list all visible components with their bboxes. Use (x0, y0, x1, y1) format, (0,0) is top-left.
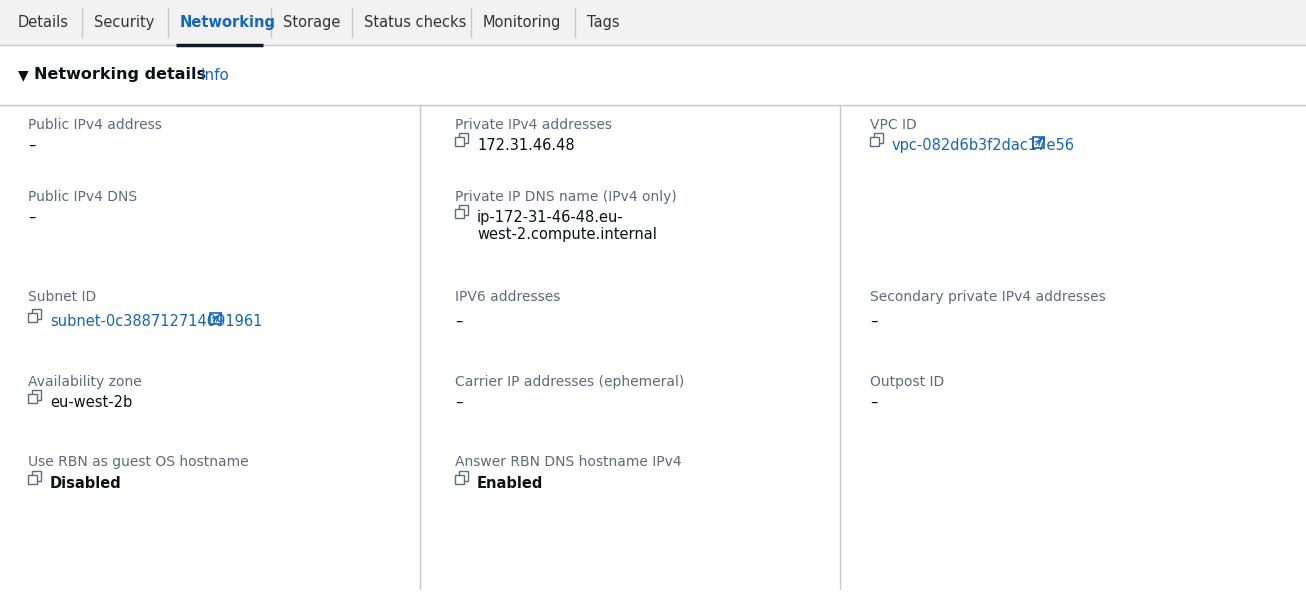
Bar (0, 0, 1306, 45)
Bar (31, 471, 40, 481)
Text: –: – (870, 395, 878, 410)
Text: –: – (27, 210, 35, 225)
Bar (870, 137, 879, 146)
Text: Tags: Tags (586, 15, 619, 30)
Bar (454, 137, 465, 146)
Text: Details: Details (18, 15, 69, 30)
Text: Private IPv4 addresses: Private IPv4 addresses (454, 118, 613, 132)
Text: Security: Security (94, 15, 154, 30)
Text: Enabled: Enabled (477, 476, 543, 491)
Text: Info: Info (200, 68, 229, 83)
Bar (31, 391, 40, 400)
Bar (31, 309, 40, 319)
Bar (458, 134, 468, 143)
Text: IPV6 addresses: IPV6 addresses (454, 290, 560, 304)
Bar (210, 313, 221, 324)
Text: –: – (454, 395, 462, 410)
Text: Secondary private IPv4 addresses: Secondary private IPv4 addresses (870, 290, 1106, 304)
Text: ip-172-31-46-48.eu-
west-2.compute.internal: ip-172-31-46-48.eu- west-2.compute.inter… (477, 210, 657, 243)
Text: Monitoring: Monitoring (483, 15, 562, 30)
Text: Public IPv4 address: Public IPv4 address (27, 118, 162, 132)
Bar (874, 134, 883, 143)
Bar (27, 394, 38, 403)
Text: –: – (27, 138, 35, 153)
Text: Networking: Networking (180, 15, 276, 30)
Text: Carrier IP addresses (ephemeral): Carrier IP addresses (ephemeral) (454, 375, 684, 389)
Bar (1033, 137, 1043, 148)
Bar (454, 475, 465, 485)
Text: Use RBN as guest OS hostname: Use RBN as guest OS hostname (27, 455, 248, 469)
Text: –: – (454, 314, 462, 329)
Text: eu-west-2b: eu-west-2b (50, 395, 132, 410)
Text: Storage: Storage (283, 15, 341, 30)
Text: Public IPv4 DNS: Public IPv4 DNS (27, 190, 137, 204)
Text: vpc-082d6b3f2dac17e56: vpc-082d6b3f2dac17e56 (892, 138, 1075, 153)
Text: Outpost ID: Outpost ID (870, 375, 944, 389)
Text: –: – (870, 314, 878, 329)
Bar (27, 313, 38, 322)
Text: Status checks: Status checks (364, 15, 466, 30)
Text: 172.31.46.48: 172.31.46.48 (477, 138, 575, 153)
Text: Subnet ID: Subnet ID (27, 290, 97, 304)
Bar (454, 209, 465, 219)
Text: Private IP DNS name (IPv4 only): Private IP DNS name (IPv4 only) (454, 190, 677, 204)
Bar (27, 475, 38, 485)
Text: Networking details: Networking details (34, 68, 206, 83)
Bar (458, 471, 468, 481)
Bar (458, 205, 468, 214)
Text: ▼: ▼ (18, 68, 29, 82)
Text: Answer RBN DNS hostname IPv4: Answer RBN DNS hostname IPv4 (454, 455, 682, 469)
Text: VPC ID: VPC ID (870, 118, 917, 132)
Text: subnet-0c388712714091961: subnet-0c388712714091961 (50, 314, 263, 329)
Text: Disabled: Disabled (50, 476, 121, 491)
Text: Availability zone: Availability zone (27, 375, 142, 389)
